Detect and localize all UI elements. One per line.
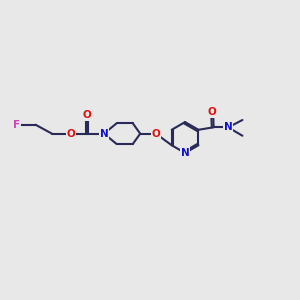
Text: N: N bbox=[100, 129, 108, 139]
Text: F: F bbox=[13, 120, 20, 130]
Text: O: O bbox=[67, 129, 76, 139]
Text: O: O bbox=[82, 110, 91, 120]
Text: O: O bbox=[152, 129, 160, 139]
Text: O: O bbox=[208, 107, 217, 117]
Text: N: N bbox=[224, 122, 233, 132]
Text: N: N bbox=[181, 148, 189, 158]
